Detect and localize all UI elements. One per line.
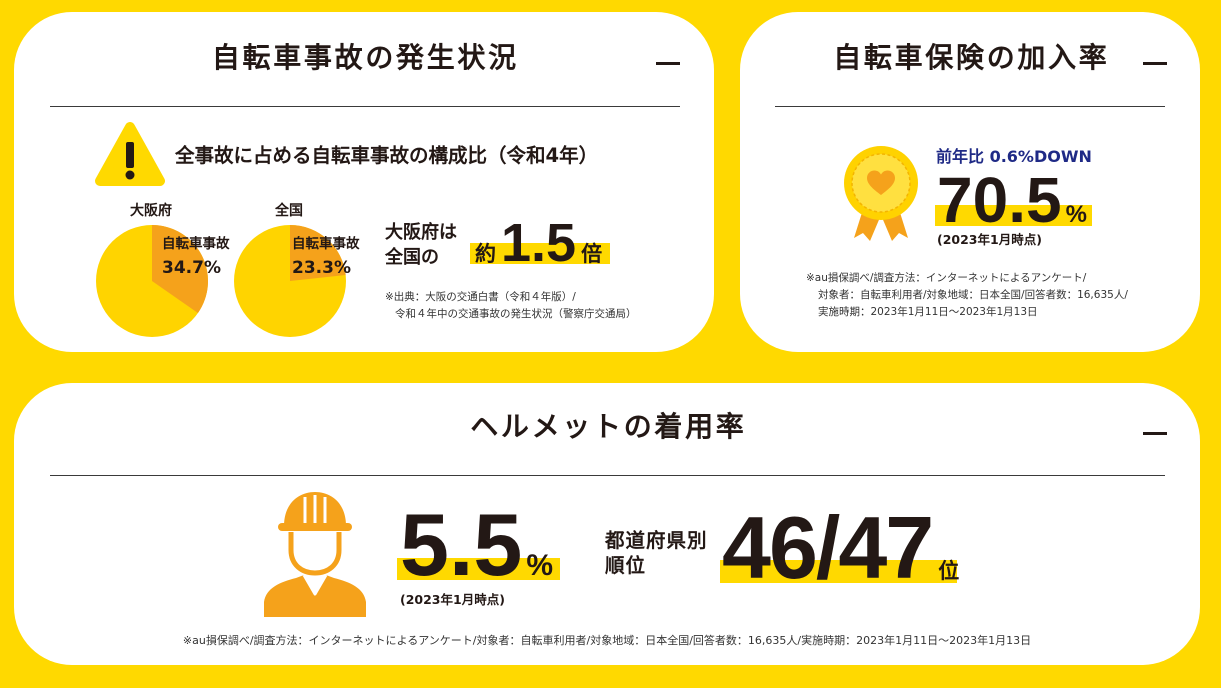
insurance-rate-value: 70.5 — [937, 164, 1062, 236]
pie-slice-value: 34.7% — [162, 258, 221, 278]
survey-note: 実施時期：2023年1月11日〜2023年1月13日 — [818, 306, 1038, 318]
insurance-rate-unit: % — [1065, 201, 1087, 228]
survey-note: ※au損保調べ/調査方法：インターネットによるアンケート/対象者：自転車利用者/… — [182, 634, 1032, 647]
as-of-date: (2023年1月時点) — [937, 232, 1042, 247]
as-of-date: (2023年1月時点) — [400, 592, 505, 607]
accident-divider — [50, 106, 680, 107]
helmet-divider — [50, 475, 1165, 476]
ratio-value: 1.5 — [501, 213, 577, 273]
helmet-rate: 5.5 % — [400, 501, 553, 589]
warning-icon — [95, 122, 165, 186]
accident-title: 自転車事故の発生状況 — [211, 41, 519, 74]
survey-note: ※au損保調べ/調査方法：インターネットによるアンケート/ — [806, 272, 1087, 284]
national-pie-chart — [234, 225, 346, 337]
helmet-rate-unit: % — [526, 549, 554, 582]
accident-collapse-toggle[interactable] — [656, 51, 680, 75]
rank-label-line-2: 順位 — [605, 554, 647, 577]
pie-region-label: 大阪府 — [130, 203, 172, 219]
rank-value: 46/47 — [722, 498, 934, 597]
pie-region-label: 全国 — [275, 203, 303, 219]
ratio-prefix: 約 — [475, 242, 496, 266]
ratio-suffix: 倍 — [581, 242, 603, 266]
pie-slice-label: 自転車事故 — [292, 236, 360, 252]
rate-highlight — [935, 205, 1092, 226]
pie-slice-label: 自転車事故 — [162, 236, 230, 252]
ratio-highlight — [470, 243, 610, 264]
insurance-title: 自転車保険の加入率 — [833, 41, 1110, 74]
minus-icon — [1143, 62, 1167, 65]
insurance-card: 自転車保険の加入率 前年比 0.6%DOWN 70.5 % (2023年1月時点… — [740, 12, 1200, 352]
helmet-card: ヘルメットの着用率 5.5 % (2023年1月時点) 都道府県別 順位 46/… — [14, 383, 1200, 665]
helmet-rate-value: 5.5 — [400, 495, 523, 594]
pie-bicycle-slice — [152, 225, 209, 314]
osaka-pie-chart — [96, 225, 209, 337]
year-over-year-change: 前年比 0.6%DOWN — [936, 147, 1092, 166]
rank-highlight — [720, 560, 957, 583]
rank-label-line-1: 都道府県別 — [605, 529, 708, 552]
accident-card: 自転車事故の発生状況 全事故に占める自転車事故の構成比（令和4年） 大阪府 自転… — [14, 12, 714, 352]
survey-note: 対象者：自転車利用者/対象地域：日本全国/回答者数：16,635人/ — [818, 289, 1128, 301]
helmet-rate-highlight — [397, 558, 560, 580]
helmet-title: ヘルメットの着用率 — [470, 410, 747, 443]
ratio-figure: 約 1.5 倍 — [475, 216, 602, 270]
comparison-line-2: 全国の — [385, 247, 439, 268]
minus-icon — [656, 62, 680, 65]
source-note: 令和４年中の交通事故の発生状況（警察庁交通局） — [395, 308, 637, 320]
rank-unit: 位 — [938, 559, 960, 583]
helmet-collapse-toggle[interactable] — [1143, 421, 1167, 445]
insurance-collapse-toggle[interactable] — [1143, 51, 1167, 75]
medal-heart-icon — [844, 146, 918, 241]
minus-icon — [1143, 432, 1167, 435]
pie-bicycle-slice — [290, 225, 346, 281]
prefecture-rank: 46/47 位 — [722, 504, 959, 592]
pie-slice-value: 23.3% — [292, 258, 351, 278]
helmet-worker-icon — [264, 492, 366, 617]
comparison-line-1: 大阪府は — [385, 222, 457, 243]
source-note: ※出典：大阪の交通白書（令和４年版）/ — [385, 291, 576, 303]
insurance-divider — [775, 106, 1165, 107]
insurance-rate: 70.5 % — [937, 168, 1087, 232]
accident-heading: 全事故に占める自転車事故の構成比（令和4年） — [175, 144, 599, 167]
